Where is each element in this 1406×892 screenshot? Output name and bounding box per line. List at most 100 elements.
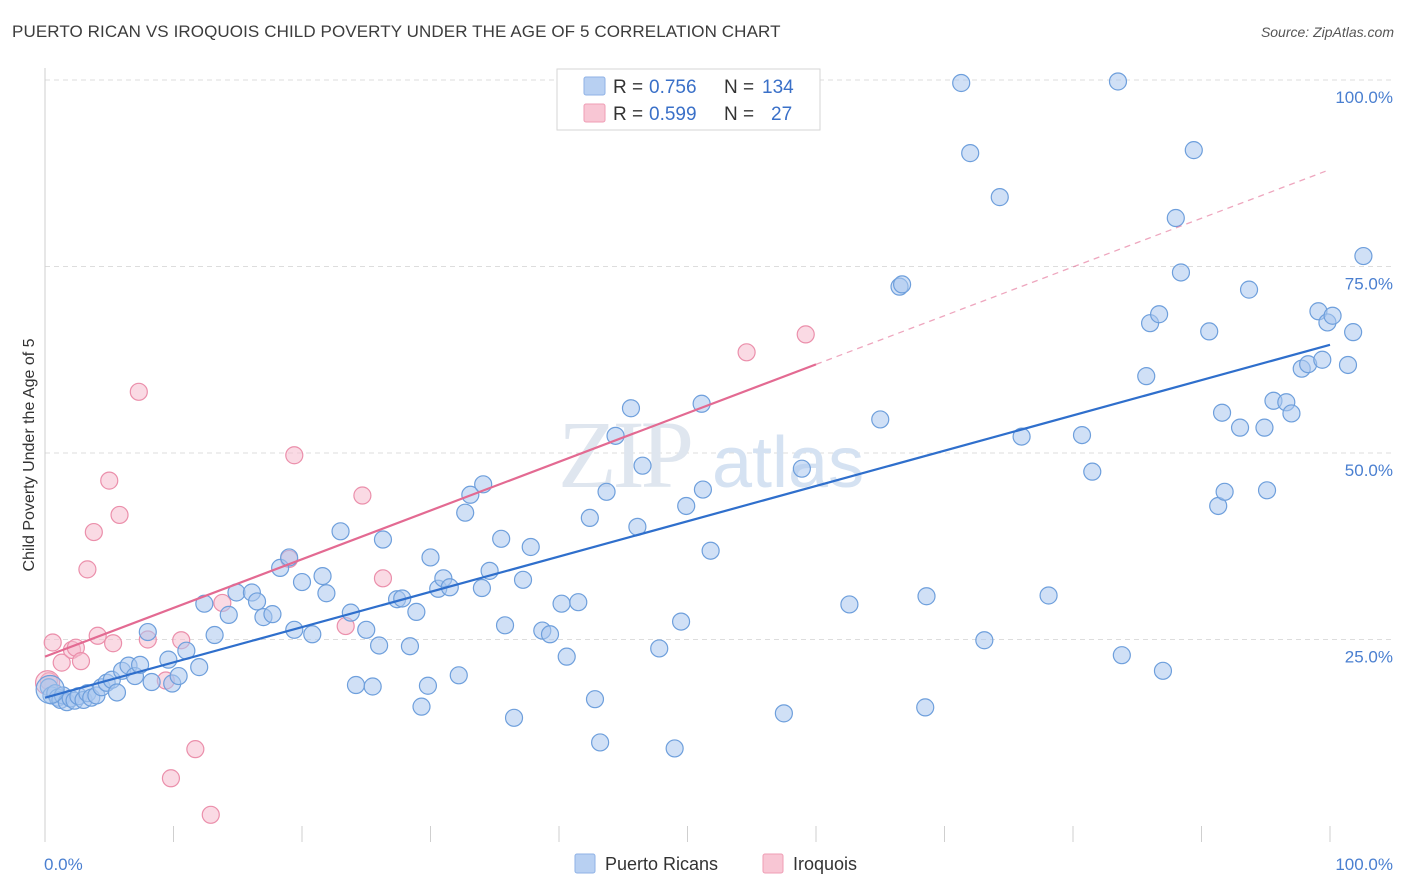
puerto-ricans-point — [472, 578, 491, 598]
iroquois-point — [737, 343, 756, 362]
stats-n-label-2: N = — [724, 104, 754, 125]
iroquois-point — [353, 486, 372, 505]
stats-r-label-2: R = — [613, 104, 643, 125]
puerto-ricans-point — [418, 676, 438, 695]
stats-n-label-1: N = — [724, 77, 754, 98]
puerto-ricans-point — [521, 537, 540, 557]
iroquois-point — [71, 652, 91, 671]
puerto-ricans-point — [373, 530, 393, 549]
puerto-ricans-point — [1282, 404, 1301, 423]
bottom-legend: Puerto Ricans Iroquois — [574, 853, 857, 874]
chart-title: PUERTO RICAN VS IROQUOIS CHILD POVERTY U… — [12, 22, 781, 41]
puerto-ricans-point — [990, 188, 1009, 207]
puerto-ricans-point — [346, 675, 366, 695]
puerto-ricans-point — [1072, 425, 1092, 445]
puerto-ricans-point — [421, 548, 440, 567]
puerto-ricans-point — [205, 625, 224, 645]
puerto-ricans-point — [774, 704, 793, 723]
puerto-ricans-point — [495, 616, 515, 635]
puerto-ricans-point — [492, 529, 511, 548]
puerto-ricans-point — [840, 595, 859, 614]
iroquois-point — [104, 634, 123, 653]
puerto-ricans-point — [1338, 355, 1358, 375]
puerto-ricans-point — [917, 587, 936, 606]
puerto-ricans-point — [693, 480, 713, 499]
puerto-ricans-point — [412, 697, 431, 716]
puerto-ricans-point — [961, 144, 980, 163]
y-tick-label-1: 50.0% — [1345, 461, 1393, 480]
iroquois-point — [52, 653, 71, 672]
iroquois-point — [100, 471, 119, 490]
puerto-ricans-point — [585, 690, 605, 709]
puerto-ricans-point — [317, 584, 336, 603]
iroquois-point — [161, 769, 181, 788]
puerto-ricans-point — [357, 620, 376, 639]
iroquois-point — [373, 569, 393, 588]
puerto-ricans-point — [792, 459, 811, 478]
puerto-ricans-point — [1112, 646, 1131, 665]
stats-r-value-1: 0.756 — [649, 77, 697, 98]
puerto-ricans-point — [263, 605, 282, 624]
trend-line-puerto-ricans — [44, 343, 1331, 699]
legend-swatch-iroquois — [762, 853, 784, 874]
puerto-ricans-point — [633, 456, 652, 475]
puerto-ricans-point — [313, 566, 332, 586]
puerto-ricans-point — [504, 708, 524, 727]
puerto-ricans-point — [892, 275, 912, 294]
grid-lines — [45, 79, 1392, 640]
puerto-ricans-point — [540, 625, 560, 644]
puerto-ricans-point — [552, 594, 571, 613]
puerto-ricans-point — [1171, 263, 1191, 282]
trend-lines — [44, 168, 1331, 699]
stats-r-label-1: R = — [613, 77, 643, 98]
puerto-ricans-point — [1137, 367, 1156, 386]
puerto-ricans-point — [580, 508, 599, 528]
puerto-ricans-point — [370, 636, 389, 655]
puerto-ricans-point — [1323, 306, 1342, 325]
puerto-ricans-point — [557, 647, 576, 666]
puerto-ricans-point — [1012, 427, 1031, 446]
puerto-ricans-point — [400, 637, 420, 656]
puerto-ricans-point — [456, 503, 475, 522]
watermark-atlas: atlas — [712, 423, 864, 503]
puerto-ricans-point — [1313, 350, 1332, 369]
puerto-ricans-point — [665, 739, 684, 758]
puerto-ricans-point — [569, 593, 588, 612]
puerto-ricans-point — [1108, 72, 1128, 91]
stats-n-value-2: 27 — [771, 104, 792, 125]
y-tick-label-3: 100.0% — [1335, 88, 1393, 107]
puerto-ricans-point — [513, 570, 533, 589]
x-tick-label-1: 100.0% — [1335, 855, 1393, 874]
puerto-ricans-point — [219, 605, 238, 624]
puerto-ricans-point — [107, 683, 127, 702]
puerto-ricans-point — [650, 639, 669, 658]
stats-r-value-2: 0.599 — [649, 104, 697, 125]
iroquois-point — [84, 522, 103, 542]
puerto-ricans-point — [671, 612, 691, 631]
y-tick-label-2: 75.0% — [1345, 275, 1393, 294]
puerto-ricans-point — [303, 625, 322, 644]
iroquois-point — [78, 560, 97, 579]
puerto-ricans-point — [591, 733, 610, 752]
puerto-ricans-point — [1257, 481, 1277, 500]
puerto-ricans-point — [142, 672, 161, 692]
puerto-ricans-point — [597, 482, 616, 501]
puerto-ricans-point — [1215, 482, 1234, 501]
puerto-ricans-point — [292, 572, 312, 592]
y-tick-labels: 25.0% 50.0% 75.0% 100.0% — [1335, 88, 1393, 667]
x-tick-label-0: 0.0% — [44, 855, 83, 874]
puerto-ricans-point — [247, 592, 267, 611]
puerto-ricans-point — [621, 399, 641, 418]
trend-line-iroquois — [44, 363, 817, 658]
puerto-ricans-point — [407, 602, 426, 621]
iroquois-point — [201, 805, 220, 824]
puerto-ricans-point — [130, 655, 150, 674]
puerto-ricans-point — [1344, 323, 1363, 342]
iroquois-point — [43, 633, 62, 652]
stats-legend: R = 0.756 N = 134 R = 0.599 N = 27 — [556, 68, 821, 131]
stats-n-value-1: 134 — [762, 77, 794, 98]
stats-legend-swatch-pink — [583, 103, 606, 123]
puerto-ricans-point — [35, 674, 65, 705]
puerto-ricans-point — [138, 622, 157, 642]
